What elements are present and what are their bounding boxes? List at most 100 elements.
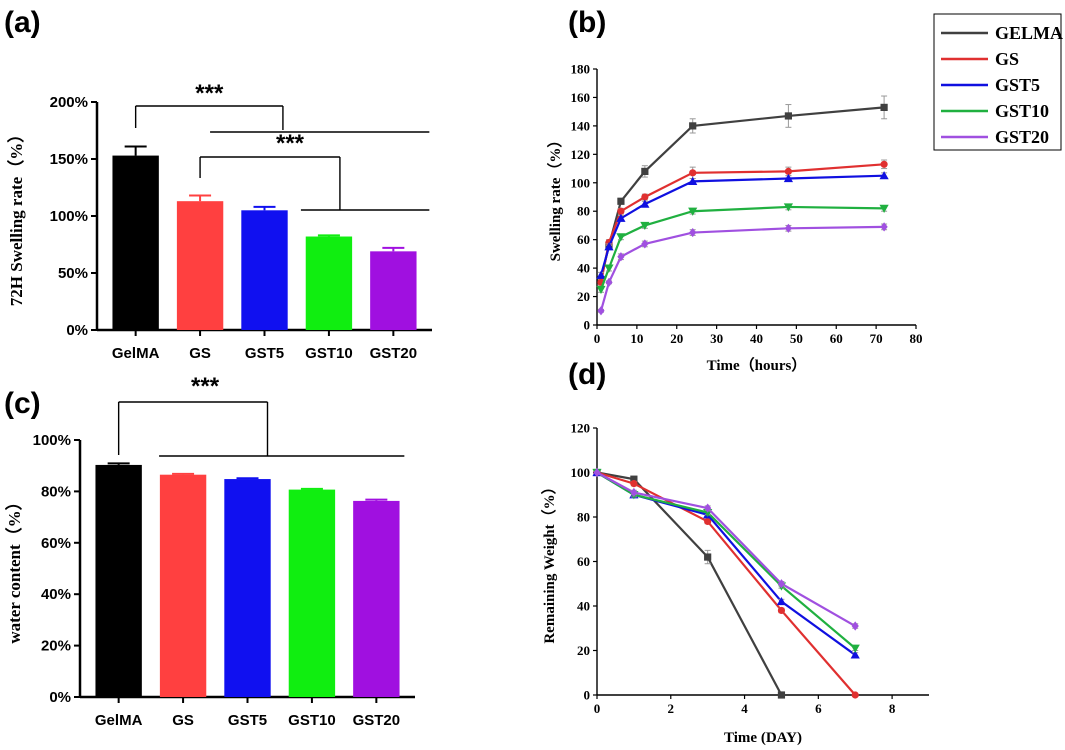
x-axis-label: Time (DAY) xyxy=(724,730,802,746)
series-gst10 xyxy=(592,468,860,653)
x-tick-label: 40 xyxy=(750,331,763,346)
y-axis-label: Remaining Weight（%） xyxy=(540,479,558,643)
series-line xyxy=(596,471,856,656)
y-tick-label: 60% xyxy=(41,535,71,552)
legend-label: GST5 xyxy=(995,75,1040,95)
data-point xyxy=(689,227,697,238)
y-tick-label: 120 xyxy=(571,421,591,436)
data-point xyxy=(851,691,859,699)
data-point xyxy=(784,112,792,120)
bar-gst10 xyxy=(305,236,353,330)
data-point xyxy=(605,277,613,287)
data-point xyxy=(641,193,649,201)
data-point xyxy=(879,204,889,213)
data-point xyxy=(630,487,638,498)
y-axis-label: 72H Swelling rate（%） xyxy=(6,126,26,306)
x-tick-label: GS xyxy=(189,345,211,362)
data-point xyxy=(630,475,638,483)
legend-label: GST10 xyxy=(995,101,1049,121)
data-point xyxy=(596,270,606,279)
x-tick-label: GelMA xyxy=(95,712,143,729)
y-tick-label: 100% xyxy=(33,432,71,449)
panel-c: (c) 0% 20% 40% 60% 80% 100% GelMA GS GST5 GST10 GST… xyxy=(4,373,415,729)
data-point xyxy=(879,171,889,180)
x-tick-label: 60 xyxy=(830,331,843,346)
y-tick-label: 0 xyxy=(584,318,591,333)
data-point xyxy=(596,285,606,295)
data-point xyxy=(880,222,888,232)
x-axis-label: Time（hours） xyxy=(707,356,807,374)
series-line xyxy=(599,205,885,290)
y-tick-label: 150% xyxy=(50,151,88,168)
legend-label: GST20 xyxy=(995,127,1049,147)
y-tick-label: 50% xyxy=(58,265,88,282)
data-point xyxy=(783,173,793,183)
y-tick-label: 80% xyxy=(41,483,71,500)
bar-gst20 xyxy=(353,500,400,697)
series-line xyxy=(596,471,783,696)
data-point xyxy=(880,103,888,111)
data-point xyxy=(880,160,888,168)
y-axis-label: Swelling rate（%） xyxy=(546,133,564,262)
bar-gs xyxy=(176,201,224,330)
data-point xyxy=(777,606,786,615)
series-gst20 xyxy=(597,222,888,316)
data-point xyxy=(850,650,860,659)
data-point xyxy=(689,169,697,177)
y-tick-label: 80 xyxy=(577,204,590,219)
legend-label: GELMA xyxy=(995,23,1063,43)
x-tick-label: 80 xyxy=(910,331,923,346)
x-tick-label: 0 xyxy=(594,331,601,346)
data-point xyxy=(617,207,625,215)
data-point xyxy=(784,223,792,233)
data-point xyxy=(704,517,712,526)
data-point xyxy=(689,122,697,130)
panel-label: (b) xyxy=(568,6,606,39)
bar-gst20 xyxy=(370,251,417,330)
x-tick-label: 30 xyxy=(710,331,723,346)
x-tick-label: 20 xyxy=(670,331,683,346)
y-tick-label: 20% xyxy=(41,638,71,655)
data-point xyxy=(604,264,614,273)
x-tick-label: GS xyxy=(172,712,194,729)
x-tick-label: 4 xyxy=(741,701,748,716)
y-tick-label: 180 xyxy=(571,62,591,77)
bar-gelma xyxy=(112,155,159,330)
data-point xyxy=(688,176,698,185)
y-tick-label: 120 xyxy=(571,147,591,162)
x-tick-label: 70 xyxy=(870,331,883,346)
y-tick-label: 20 xyxy=(577,289,590,304)
data-point xyxy=(777,691,786,699)
y-tick-label: 80 xyxy=(577,510,590,525)
y-tick-label: 100 xyxy=(571,465,591,480)
data-point xyxy=(688,207,698,216)
data-point xyxy=(776,596,787,606)
y-tick-label: 160 xyxy=(571,90,591,105)
x-tick-label: GST5 xyxy=(228,712,267,729)
x-tick-label: 50 xyxy=(790,331,803,346)
y-tick-label: 60 xyxy=(577,232,590,247)
series-line xyxy=(596,471,856,650)
legend: GELMA GS GST5 GST10 GST20 xyxy=(933,13,1063,151)
y-tick-label: 100% xyxy=(50,208,88,225)
data-point xyxy=(597,306,605,316)
data-point xyxy=(593,467,601,478)
data-point xyxy=(784,167,793,175)
data-point xyxy=(641,167,649,175)
data-point xyxy=(604,242,614,251)
bar-gs xyxy=(159,474,207,697)
panel-label: (c) xyxy=(4,387,41,420)
data-point xyxy=(850,644,860,653)
series-gst20 xyxy=(593,467,859,631)
x-tick-label: GST20 xyxy=(353,712,401,729)
bar-gst5 xyxy=(224,479,271,697)
data-point xyxy=(851,621,859,631)
data-point xyxy=(640,221,650,231)
x-tick-label: GST10 xyxy=(305,345,353,362)
data-point xyxy=(616,233,626,242)
data-point xyxy=(630,480,638,488)
y-tick-label: 0% xyxy=(66,322,88,339)
x-tick-label: 0 xyxy=(594,701,601,716)
y-tick-label: 140 xyxy=(571,118,591,133)
